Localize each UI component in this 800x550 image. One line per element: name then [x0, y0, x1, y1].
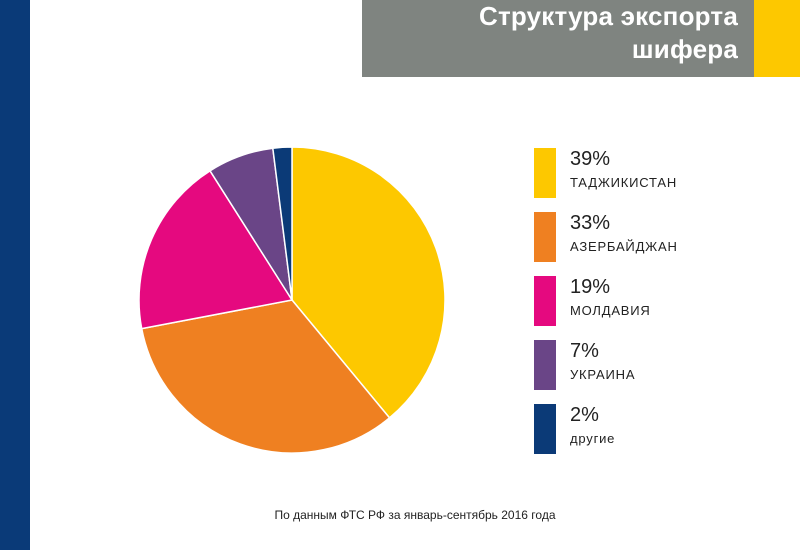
legend-value-ukraine: 7%	[570, 340, 599, 362]
legend-value-azerbaijan: 33%	[570, 212, 611, 234]
legend-value-tajikistan: 39%	[570, 148, 611, 170]
legend-label-others: другие	[570, 431, 616, 446]
legend-swatch-moldova	[534, 276, 556, 326]
legend-item-others: 2% другие	[534, 404, 734, 456]
pie-slice-tajikistan	[291, 146, 446, 419]
legend-item-ukraine: 7% УКРАИНА	[534, 340, 734, 392]
pie-slice-azerbaijan	[140, 299, 391, 454]
legend-label-azerbaijan: АЗЕРБАЙДЖАН	[570, 239, 678, 254]
legend-item-moldova: 19% МОЛДАВИЯ	[534, 276, 734, 328]
source-note: По данным ФТС РФ за январь-сентябрь 2016…	[274, 508, 556, 522]
legend-swatch-tajikistan	[534, 148, 556, 198]
legend-item-tajikistan: 39% ТАДЖИКИСТАН	[534, 148, 734, 200]
legend-label-moldova: МОЛДАВИЯ	[570, 303, 651, 318]
chart-title-line-1: Структура экспорта	[479, 1, 738, 31]
pie-slice-moldova	[138, 170, 293, 330]
legend: 39% ТАДЖИКИСТАН 33% АЗЕРБАЙДЖАН 19% МОЛД…	[534, 148, 734, 458]
legend-value-moldova: 19%	[570, 276, 611, 298]
chart-title-line-2: шифера	[631, 34, 738, 64]
title-banner	[362, 0, 754, 77]
title-accent-block	[754, 0, 800, 77]
legend-label-ukraine: УКРАИНА	[570, 367, 636, 382]
legend-swatch-others	[534, 404, 556, 454]
pie-slice-others	[272, 146, 293, 301]
pie-chart	[138, 146, 446, 454]
chart-title: Структура экспорта шифера	[479, 0, 738, 66]
legend-swatch-ukraine	[534, 340, 556, 390]
legend-swatch-azerbaijan	[534, 212, 556, 262]
legend-value-others: 2%	[570, 404, 599, 426]
legend-label-tajikistan: ТАДЖИКИСТАН	[570, 175, 678, 190]
legend-item-azerbaijan: 33% АЗЕРБАЙДЖАН	[534, 212, 734, 264]
left-accent-bar	[0, 0, 30, 550]
